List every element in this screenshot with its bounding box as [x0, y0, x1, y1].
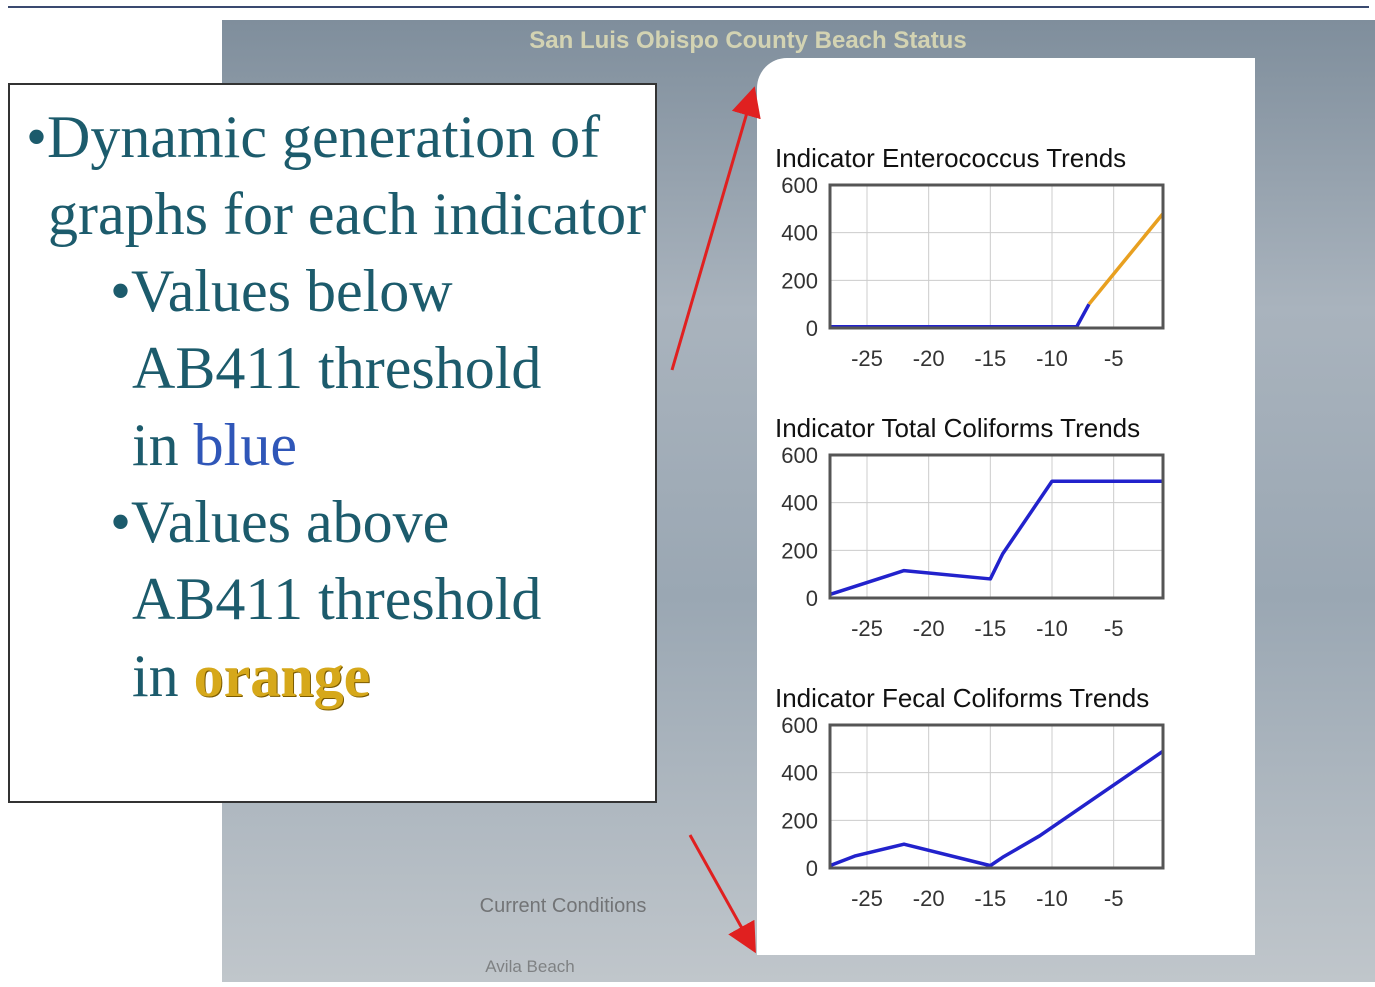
x-tick-label: -25 [851, 346, 883, 371]
arrow [670, 86, 761, 371]
x-tick-label: -15 [974, 616, 1006, 641]
x-tick-label: -5 [1104, 346, 1124, 371]
y-tick-label: 400 [781, 491, 818, 516]
bg-section: Current Conditions [480, 895, 647, 917]
bullet-text: Dynamic generation of graphs for each in… [47, 104, 647, 247]
plot-border [828, 453, 1165, 600]
plot-border [828, 723, 1165, 870]
x-tick-label: -10 [1036, 616, 1068, 641]
plot-border [828, 183, 1165, 330]
bullet: Values below AB411 threshold in blue [26, 253, 602, 484]
y-tick-label: 400 [781, 221, 818, 246]
data-line [1087, 212, 1165, 306]
text-box: Dynamic generation of graphs for each in… [8, 83, 657, 803]
x-tick-label: -15 [974, 886, 1006, 911]
bullet-text: orange [193, 643, 371, 709]
x-tick-label: -25 [851, 616, 883, 641]
chart-title: Indicator Total Coliforms Trends [775, 413, 1140, 443]
x-tick-label: -20 [913, 616, 945, 641]
chart-title: Indicator Enterococcus Trends [775, 143, 1126, 173]
top-rule [8, 6, 1369, 8]
x-tick-label: -20 [913, 346, 945, 371]
bg-place: Avila Beach [485, 957, 574, 976]
x-tick-label: -15 [974, 346, 1006, 371]
bullet-text: Values above AB411 threshold in [131, 489, 557, 709]
y-tick-label: 0 [806, 316, 818, 341]
y-tick-label: 600 [781, 443, 818, 468]
y-tick-label: 400 [781, 761, 818, 786]
x-tick-label: -5 [1104, 616, 1124, 641]
y-tick-label: 200 [781, 538, 818, 563]
y-tick-label: 200 [781, 268, 818, 293]
bullet-text: blue [193, 412, 297, 478]
chart-title: Indicator Fecal Coliforms Trends [775, 683, 1149, 713]
bg-title: San Luis Obispo County Beach Status [529, 27, 966, 54]
x-tick-label: -5 [1104, 886, 1124, 911]
arrow [688, 834, 756, 954]
y-tick-label: 200 [781, 808, 818, 833]
x-tick-label: -20 [913, 886, 945, 911]
y-tick-label: 600 [781, 713, 818, 738]
y-tick-label: 0 [806, 856, 818, 881]
bullet-text: Values below AB411 threshold in [131, 258, 557, 478]
y-tick-label: 600 [781, 173, 818, 198]
x-tick-label: -10 [1036, 346, 1068, 371]
bullet: Values above AB411 threshold in orange [26, 484, 602, 715]
data-line [830, 303, 1091, 329]
graph-panel [757, 58, 1255, 955]
data-line [829, 749, 1164, 868]
x-tick-label: -10 [1036, 886, 1068, 911]
y-tick-label: 0 [806, 586, 818, 611]
bullet: Dynamic generation of graphs for each in… [26, 99, 648, 253]
data-line [829, 479, 1163, 597]
x-tick-label: -25 [851, 886, 883, 911]
